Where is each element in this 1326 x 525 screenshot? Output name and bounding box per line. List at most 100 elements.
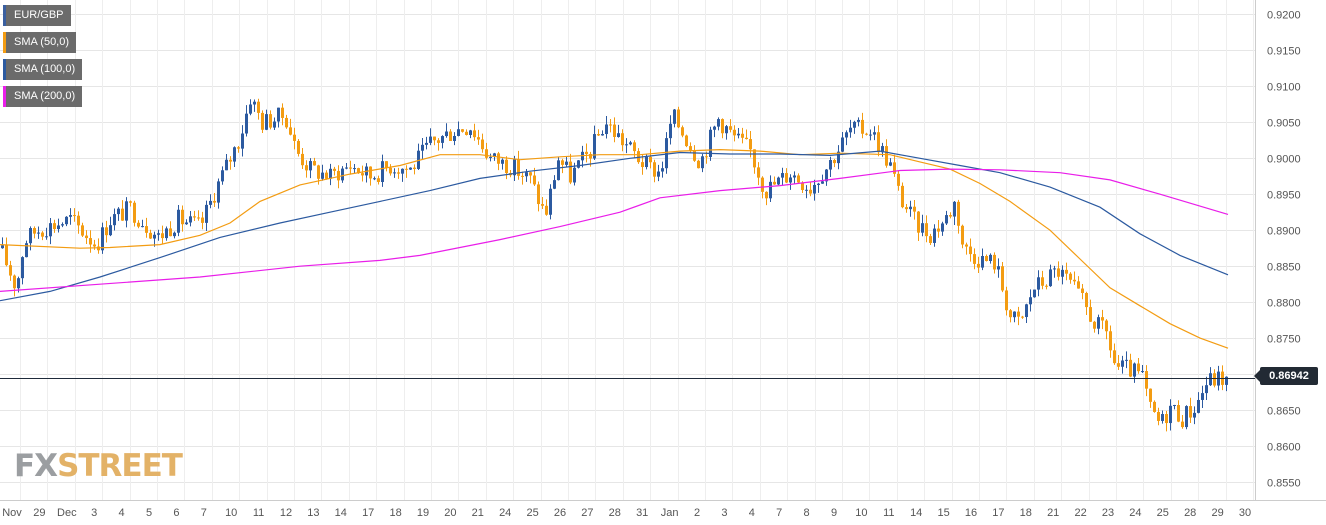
candle-body	[1017, 311, 1020, 317]
candle-body	[941, 223, 944, 232]
candle-body	[629, 142, 632, 145]
candle-body	[269, 114, 272, 128]
x-tick-label: 3	[91, 507, 97, 519]
candle-body	[289, 127, 292, 135]
candle-body	[937, 228, 940, 232]
candle-body	[689, 146, 692, 151]
candle-body	[281, 107, 284, 118]
x-tick-label: 10	[225, 507, 237, 519]
y-tick-label: 0.8650	[1267, 406, 1301, 418]
y-tick-label: 0.9050	[1267, 118, 1301, 130]
candle-body	[741, 133, 744, 138]
candle-body	[261, 112, 264, 130]
x-tick-label: 24	[1129, 507, 1141, 519]
x-tick-label: 3	[721, 507, 727, 519]
candle-body	[797, 175, 800, 183]
candle-body	[401, 168, 404, 174]
sma-line-sma500	[0, 148, 1229, 349]
x-tick-label: 19	[417, 507, 429, 519]
candle-body	[805, 189, 808, 191]
candle-body	[1001, 266, 1004, 291]
candle-body	[1049, 269, 1052, 287]
candle-body	[617, 133, 620, 137]
candle-body	[545, 205, 548, 215]
x-tick-label: 17	[992, 507, 1004, 519]
candle-body	[85, 235, 88, 239]
candle-body	[729, 126, 732, 130]
candle-body	[533, 175, 536, 185]
candle-body	[1169, 405, 1172, 424]
candle-body	[761, 177, 764, 192]
x-tick-label: 7	[201, 507, 207, 519]
legend-item-sma200[interactable]: SMA (200,0)	[3, 86, 83, 107]
candle-body	[337, 170, 340, 181]
candle-body	[957, 201, 960, 226]
candle-body	[969, 246, 972, 255]
y-tick-label: 0.8800	[1267, 298, 1301, 310]
candle-body	[93, 244, 96, 247]
candle-body	[561, 160, 564, 165]
plot-area	[0, 0, 1255, 500]
candle-body	[833, 160, 836, 164]
candle-body	[377, 178, 380, 182]
candle-body	[313, 161, 316, 166]
legend-item-sma50[interactable]: SMA (50,0)	[3, 32, 82, 53]
candle-body	[1141, 371, 1144, 373]
candle-body	[1057, 268, 1060, 277]
candle-body	[21, 257, 24, 279]
x-tick-label: 6	[173, 507, 179, 519]
candle-body	[65, 216, 68, 225]
legend-item-eurgbp[interactable]: EUR/GBP	[3, 5, 82, 26]
candle-body	[1117, 363, 1120, 367]
candle-body	[225, 159, 228, 171]
candle-body	[141, 226, 144, 228]
candle-body	[1089, 307, 1092, 322]
candle-body	[645, 156, 648, 168]
candle-body	[1201, 393, 1204, 400]
candle-body	[469, 130, 472, 135]
candle-body	[601, 134, 604, 136]
x-tick-label: 23	[1102, 507, 1114, 519]
candle-body	[801, 182, 804, 191]
candle-body	[637, 151, 640, 163]
candle-body	[769, 181, 772, 199]
candle-body	[829, 160, 832, 170]
candle-body	[193, 216, 196, 218]
candle-body	[353, 168, 356, 170]
candle-body	[733, 129, 736, 136]
candle-body	[201, 217, 204, 223]
candle-body	[345, 167, 348, 169]
candle-body	[173, 232, 176, 237]
candle-body	[1177, 405, 1180, 422]
candle-body	[985, 256, 988, 262]
candle-body	[593, 134, 596, 159]
candle-body	[301, 153, 304, 166]
x-tick-label: 9	[831, 507, 837, 519]
x-tick-label: 25	[1157, 507, 1169, 519]
candle-body	[721, 119, 724, 134]
x-tick-label: 28	[1184, 507, 1196, 519]
candle-body	[37, 232, 40, 234]
candle-body	[373, 178, 376, 180]
candle-body	[861, 119, 864, 134]
candle-body	[1085, 292, 1088, 308]
candle-body	[57, 225, 60, 230]
candle-body	[709, 129, 712, 157]
x-tick-label: 28	[609, 507, 621, 519]
candle-body	[765, 191, 768, 199]
candle-body	[901, 185, 904, 208]
candle-body	[1081, 288, 1084, 293]
candle-body	[177, 209, 180, 233]
candle-body	[429, 136, 432, 143]
legend-item-sma100[interactable]: SMA (100,0)	[3, 59, 83, 80]
candle-body	[513, 159, 516, 176]
y-tick-label: 0.8850	[1267, 262, 1301, 274]
candle-body	[237, 147, 240, 149]
candle-body	[229, 159, 232, 162]
candle-body	[1197, 399, 1200, 413]
candle-body	[49, 223, 52, 237]
candle-body	[809, 189, 812, 194]
candle-body	[489, 156, 492, 158]
candle-body	[905, 207, 908, 210]
